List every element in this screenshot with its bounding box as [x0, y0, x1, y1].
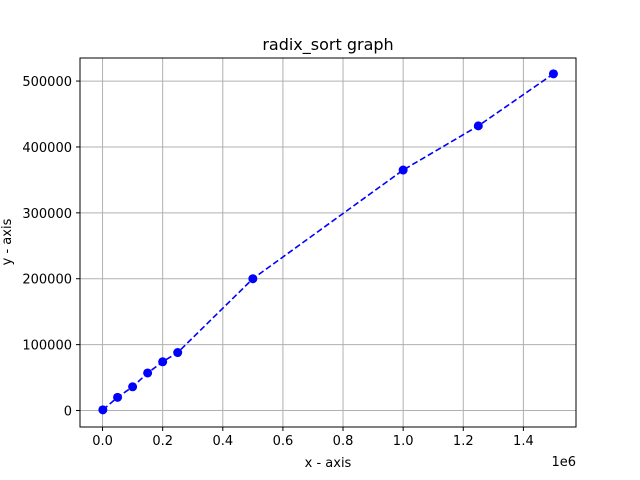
- data-point: [248, 274, 258, 284]
- data-point: [128, 382, 138, 392]
- data-point: [473, 121, 483, 131]
- x-tick-label: 0.0: [92, 434, 113, 449]
- x-tick-label: 0.2: [152, 434, 173, 449]
- data-point: [548, 69, 558, 79]
- x-tick-label: 1.0: [393, 434, 414, 449]
- y-ticks: 0 100000 200000 300000 400000 500000: [22, 75, 80, 420]
- data-point: [98, 405, 108, 415]
- y-tick-label: 0: [64, 405, 72, 420]
- y-tick-label: 100000: [22, 339, 72, 354]
- x-tick-label: 0.8: [333, 434, 354, 449]
- chart-title: radix_sort graph: [262, 35, 393, 55]
- y-tick-label: 400000: [22, 141, 72, 156]
- y-tick-label: 500000: [22, 75, 72, 90]
- series-layer: [98, 69, 558, 415]
- plot-frame: [79, 57, 577, 428]
- data-point: [113, 392, 123, 402]
- x-tick-label: 0.4: [212, 434, 233, 449]
- y-tick-label: 300000: [22, 207, 72, 222]
- y-tick-label: 200000: [22, 273, 72, 288]
- x-tick-label: 1.2: [453, 434, 474, 449]
- x-axis-label: x - axis: [305, 456, 352, 471]
- data-point: [173, 348, 183, 358]
- x-tick-label: 0.6: [273, 434, 294, 449]
- data-point: [143, 368, 153, 378]
- x-axis-offset-label: 1e6: [551, 455, 576, 470]
- data-point: [398, 165, 408, 175]
- y-axis-label: y - axis: [0, 218, 15, 265]
- grid: [80, 58, 576, 427]
- x-tick-label: 1.4: [513, 434, 534, 449]
- x-ticks: 0.0 0.2 0.4 0.6 0.8 1.0 1.2 1.4: [92, 427, 534, 449]
- series-line: [102, 73, 554, 411]
- data-point: [158, 357, 168, 367]
